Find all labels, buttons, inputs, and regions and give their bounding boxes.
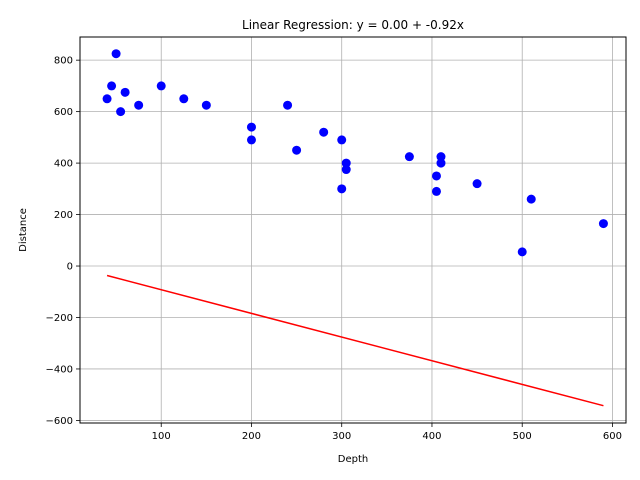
x-tick-label: 300 [332, 431, 351, 442]
data-point [337, 135, 347, 145]
y-tick-label: 600 [54, 107, 73, 118]
x-tick-label: 200 [242, 431, 261, 442]
regression-line [106, 274, 604, 407]
data-point [341, 158, 351, 168]
data-point [436, 158, 446, 168]
data-point [431, 186, 441, 196]
x-tick-label: 400 [422, 431, 441, 442]
y-tick-label: 400 [54, 159, 73, 170]
data-point [111, 49, 121, 59]
scatter-points [102, 49, 608, 257]
data-point [337, 184, 347, 194]
x-axis-label: Depth [338, 454, 368, 465]
y-tick-label: −600 [46, 416, 73, 427]
data-point [156, 81, 166, 91]
x-tick-label: 100 [152, 431, 171, 442]
data-point [179, 94, 189, 104]
data-point [341, 165, 351, 175]
y-tick-label: −200 [46, 313, 73, 324]
data-point [116, 107, 126, 117]
data-point [431, 171, 441, 181]
y-axis-label: Distance [18, 208, 29, 252]
x-tick-label: 600 [603, 431, 622, 442]
regression-line-group [106, 274, 604, 407]
data-point [292, 145, 302, 155]
data-point [517, 247, 527, 257]
data-point [404, 152, 414, 162]
x-axis-ticks: 100 200 300 400 500 600 [152, 423, 622, 442]
data-point [246, 135, 256, 145]
y-tick-label: 0 [67, 262, 73, 273]
data-point [319, 127, 329, 137]
data-point [283, 100, 293, 110]
x-tick-label: 500 [513, 431, 532, 442]
grid-lines [80, 37, 626, 423]
data-point [120, 87, 130, 97]
data-point [201, 100, 211, 110]
data-point [134, 100, 144, 110]
data-point [246, 122, 256, 132]
plot-frame [79, 36, 627, 424]
data-point [598, 219, 608, 229]
data-point [102, 94, 112, 104]
y-tick-label: 800 [54, 56, 73, 67]
y-axis-ticks: −600 −400 −200 0 200 400 600 800 [46, 56, 80, 427]
y-tick-label: 200 [54, 210, 73, 221]
data-point [107, 81, 117, 91]
chart-title: Linear Regression: y = 0.00 + -0.92x [242, 18, 464, 32]
data-point [436, 152, 446, 162]
data-point [526, 194, 536, 204]
y-tick-label: −400 [46, 364, 73, 375]
data-point [472, 179, 482, 189]
